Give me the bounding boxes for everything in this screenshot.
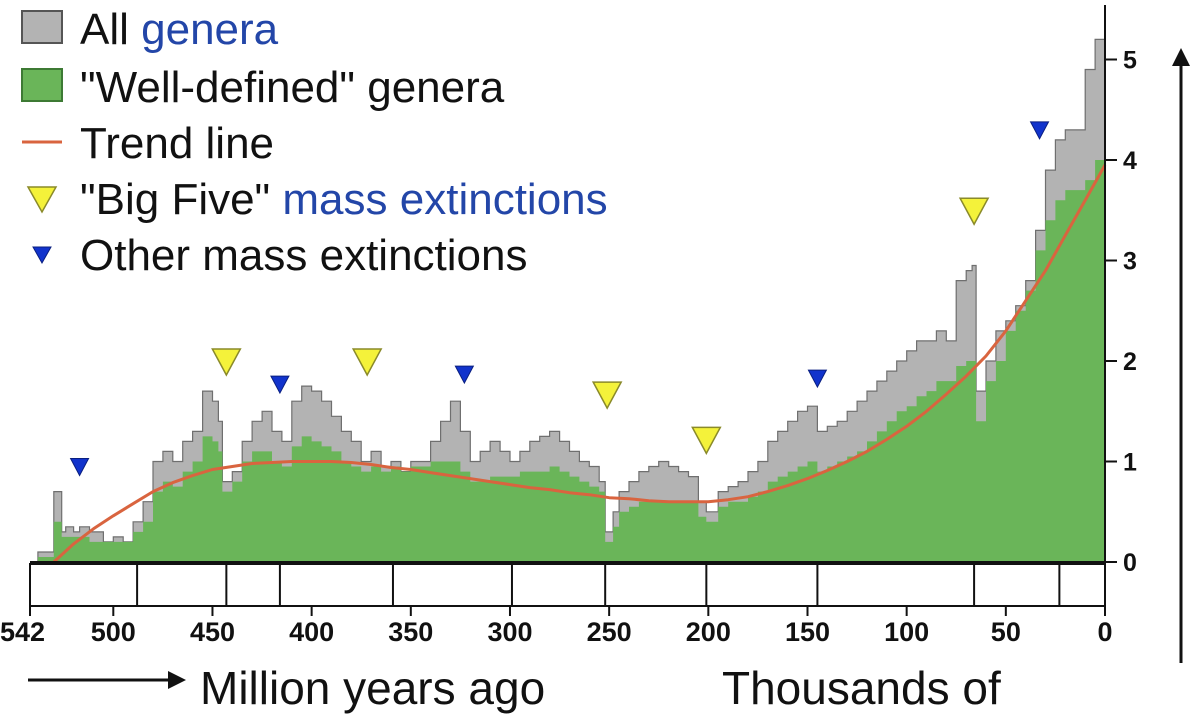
x-tick-label: 250 xyxy=(587,617,632,647)
x-tick-label: 400 xyxy=(289,617,334,647)
x-tick-label: 50 xyxy=(991,617,1021,647)
x-tick-label: 500 xyxy=(91,617,136,647)
y-tick-label: 3 xyxy=(1123,248,1137,276)
x-tick-label: 450 xyxy=(190,617,235,647)
legend-link[interactable]: mass extinctions xyxy=(282,175,607,224)
legend-label-all: All genera xyxy=(80,5,279,54)
x-tick-label: 0 xyxy=(1097,617,1112,647)
legend-label-trend: Trend line xyxy=(80,119,274,168)
y-tick-label: 4 xyxy=(1123,147,1137,175)
time-scale-strip xyxy=(29,563,1106,607)
y-axis-arrow xyxy=(1172,48,1190,663)
y-axis: 0 1 2 3 4 5 xyxy=(1104,5,1137,602)
time-arrow-head-icon xyxy=(168,671,186,689)
area-layer xyxy=(30,29,1106,563)
y-axis-label: Thousands of xyxy=(722,662,1001,714)
legend-label-well: "Well-defined" genera xyxy=(80,63,505,112)
other-extinction-marker xyxy=(1029,121,1050,140)
trend-layer xyxy=(52,164,1107,564)
y-tick-label: 1 xyxy=(1123,449,1137,477)
all-genera-area xyxy=(30,29,1106,563)
extinction-marker-layer xyxy=(69,121,1050,477)
other-extinction-marker xyxy=(807,369,828,389)
big-five-extinction-marker xyxy=(691,426,722,455)
legend-text: "Big Five" xyxy=(80,175,282,224)
legend-swatch-big-five xyxy=(26,186,58,214)
x-tick-label: 542 xyxy=(0,617,45,647)
trend-line xyxy=(52,164,1107,564)
x-tick-label: 150 xyxy=(785,617,830,647)
legend-text: "Well-defined" genera xyxy=(80,63,505,112)
other-extinction-marker xyxy=(270,375,290,395)
big-five-extinction-marker xyxy=(591,381,623,410)
other-extinction-marker xyxy=(454,365,475,385)
other-extinction-marker xyxy=(69,458,90,477)
legend-label-other: Other mass extinctions xyxy=(80,231,528,280)
big-five-extinction-marker xyxy=(958,197,990,226)
x-tick-label: 350 xyxy=(388,617,433,647)
y-arrow-head-icon xyxy=(1172,48,1190,66)
x-axis-label: Million years ago xyxy=(200,662,545,714)
y-tick-label: 5 xyxy=(1123,47,1137,75)
y-tick-label: 2 xyxy=(1123,348,1137,376)
well-defined-genera-area xyxy=(30,139,1105,562)
x-tick-label: 200 xyxy=(686,617,731,647)
legend: All genera "Well-defined" genera Trend lin… xyxy=(21,5,608,280)
legend-text: Other mass extinctions xyxy=(80,231,528,280)
x-tick-label: 100 xyxy=(884,617,929,647)
y-tick-label: 0 xyxy=(1123,549,1137,577)
legend-label-big: "Big Five" mass extinctions xyxy=(80,175,608,224)
legend-text: All xyxy=(80,5,141,54)
x-tick-label: 300 xyxy=(487,617,532,647)
x-axis: 542 500 450 400 350 300 250 200 150 100 50 0 xyxy=(0,561,1113,647)
legend-swatch-all-genera xyxy=(21,10,63,44)
x-axis-title: Million years ago xyxy=(28,662,545,714)
big-five-extinction-marker xyxy=(211,348,242,377)
legend-link[interactable]: genera xyxy=(141,5,279,54)
big-five-extinction-marker xyxy=(351,348,383,377)
legend-swatch-well-defined xyxy=(21,68,63,102)
legend-swatch-other xyxy=(32,246,52,265)
legend-text: Trend line xyxy=(80,119,274,168)
